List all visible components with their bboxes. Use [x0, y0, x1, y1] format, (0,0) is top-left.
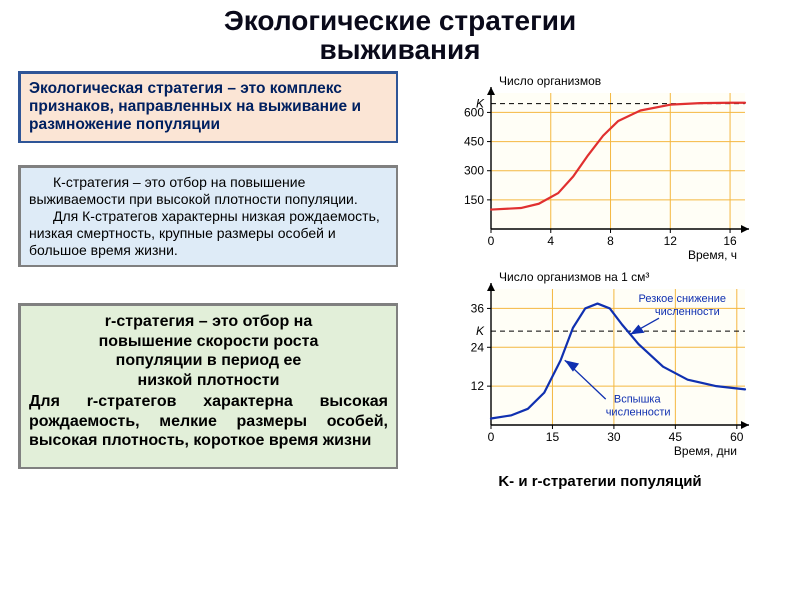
title-line2: выживания — [10, 35, 790, 64]
svg-text:0: 0 — [488, 234, 495, 248]
svg-text:24: 24 — [471, 340, 485, 354]
definition-text: Экологическая стратегия – это комплекс п… — [29, 80, 361, 134]
chart-k-strategy: 0481216150300450600KЧисло организмовВрем… — [445, 73, 755, 263]
svg-text:численности: численности — [655, 306, 720, 318]
r-line4: низкой плотности — [29, 371, 388, 391]
title-line1: Экологические стратегии — [10, 6, 790, 35]
k-strategy-box: К-стратегия – это отбор на повышение выж… — [18, 165, 398, 267]
svg-text:Время, дни: Время, дни — [674, 444, 737, 458]
svg-text:8: 8 — [607, 234, 614, 248]
k-strategy-p1: К-стратегия – это отбор на повышение выж… — [29, 174, 388, 208]
chart-r-strategy: 0 15 30 45 60 12 24 36 K Число организмов на 1 см… — [445, 269, 755, 459]
svg-text:Вспышка: Вспышка — [614, 393, 662, 405]
svg-text:30: 30 — [607, 430, 621, 444]
svg-text:60: 60 — [730, 430, 744, 444]
svg-text:K: K — [476, 324, 485, 338]
svg-text:численности: численности — [606, 406, 671, 418]
svg-text:15: 15 — [546, 430, 560, 444]
svg-text:Время, ч: Время, ч — [688, 248, 737, 262]
r-line3: популяции в период ее — [29, 351, 388, 371]
left-column: Экологическая стратегия – это комплекс п… — [18, 71, 398, 469]
r-line2: повышение скорости роста — [29, 332, 388, 352]
r-strategy-box: r-стратегия – это отбор на повышение ско… — [18, 303, 398, 469]
charts-caption: K- и r-стратегии популяций — [430, 473, 770, 490]
definition-box: Экологическая стратегия – это комплекс п… — [18, 71, 398, 143]
right-column: 0481216150300450600KЧисло организмовВрем… — [430, 73, 770, 490]
svg-text:12: 12 — [664, 234, 678, 248]
svg-text:150: 150 — [464, 193, 484, 207]
svg-text:Число организмов: Число организмов — [499, 74, 601, 88]
svg-text:0: 0 — [488, 430, 495, 444]
svg-text:300: 300 — [464, 163, 484, 177]
svg-text:K: K — [476, 96, 485, 110]
content-area: Экологическая стратегия – это комплекс п… — [0, 69, 800, 599]
svg-text:Число организмов на 1 см³: Число организмов на 1 см³ — [499, 270, 649, 284]
k-strategy-p2: Для К-стратегов характерны низкая рождае… — [29, 208, 388, 259]
svg-text:45: 45 — [669, 430, 683, 444]
svg-text:16: 16 — [723, 234, 737, 248]
page-title: Экологические стратегии выживания — [0, 0, 800, 69]
svg-text:4: 4 — [547, 234, 554, 248]
svg-text:450: 450 — [464, 134, 484, 148]
svg-text:36: 36 — [471, 301, 485, 315]
svg-text:12: 12 — [471, 379, 485, 393]
svg-text:Резкое снижение: Резкое снижение — [638, 293, 726, 305]
r-line1: r-стратегия – это отбор на — [29, 312, 388, 332]
r-line5: Для r-стратегов характерна высокая рожда… — [29, 392, 388, 451]
